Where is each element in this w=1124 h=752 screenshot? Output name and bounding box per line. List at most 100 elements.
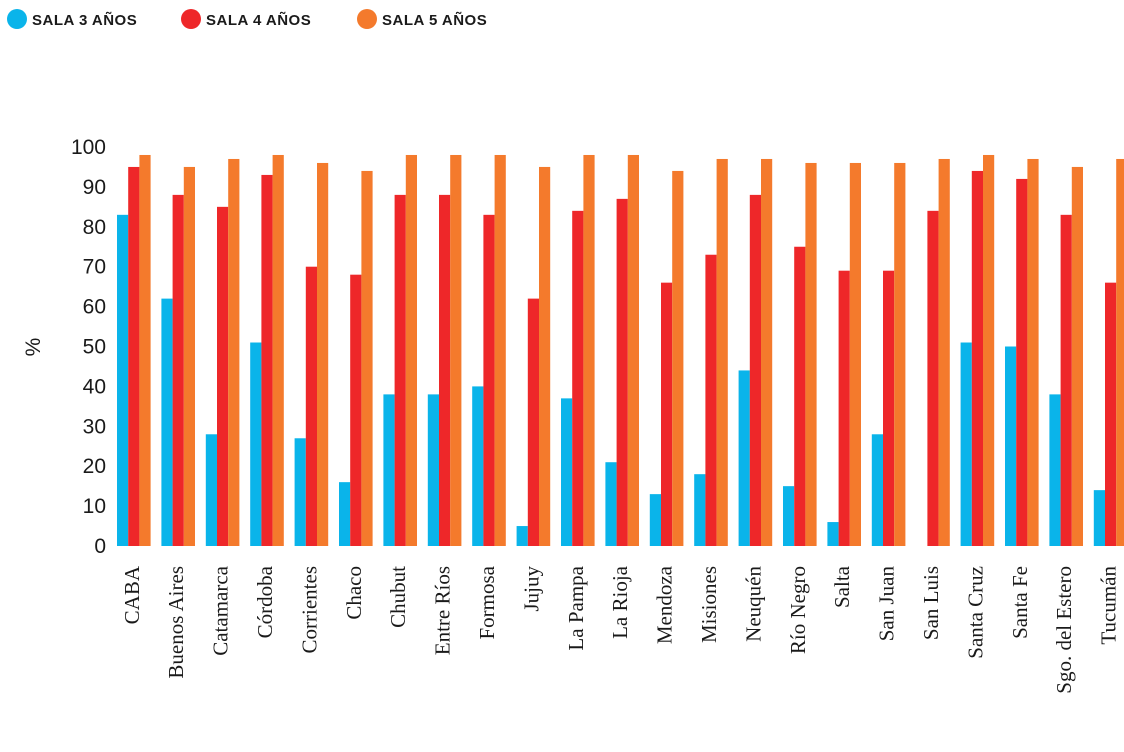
bar xyxy=(794,246,806,546)
bar xyxy=(1071,166,1083,546)
bar xyxy=(849,162,861,546)
bar xyxy=(960,342,972,546)
x-tick-label: Misiones xyxy=(697,566,721,643)
bar xyxy=(339,482,351,546)
bar xyxy=(317,162,329,546)
bar xyxy=(350,274,362,546)
bar xyxy=(694,474,706,546)
y-tick-label: 0 xyxy=(94,535,106,558)
y-tick-label: 80 xyxy=(83,216,106,239)
bar xyxy=(783,486,795,546)
bar xyxy=(161,298,173,546)
bar xyxy=(117,214,129,546)
legend-swatch xyxy=(7,9,27,29)
bar xyxy=(805,162,817,546)
x-tick-label: Catamarca xyxy=(209,565,233,655)
bar xyxy=(494,154,506,547)
x-tick-label: Santa Cruz xyxy=(963,566,987,659)
x-tick-label: Neuquén xyxy=(741,566,765,642)
x-tick-label: La Rioja xyxy=(608,565,632,639)
bar xyxy=(883,270,895,546)
bar xyxy=(1093,490,1105,546)
legend: SALA 3 AÑOS SALA 4 AÑOS SALA 5 AÑOS xyxy=(7,9,487,29)
y-axis-ticks: 0 10 20 30 40 50 60 70 80 90 100 xyxy=(71,136,106,558)
y-tick-label: 40 xyxy=(83,375,106,398)
bar xyxy=(616,198,628,546)
bar xyxy=(305,266,317,546)
bar xyxy=(583,154,595,547)
bar xyxy=(294,438,306,546)
bar xyxy=(272,154,284,547)
bar xyxy=(1060,214,1072,546)
bar xyxy=(649,494,661,546)
bar xyxy=(572,210,584,546)
x-tick-label: Salta xyxy=(830,565,854,608)
legend-label: SALA 5 AÑOS xyxy=(382,11,487,29)
x-tick-label: Entre Ríos xyxy=(431,566,455,655)
bar xyxy=(183,166,195,546)
bar xyxy=(394,194,406,546)
x-tick-label: Corrientes xyxy=(297,566,321,653)
y-axis-label: % xyxy=(22,338,45,357)
bar xyxy=(1016,178,1028,547)
y-tick-label: 30 xyxy=(83,415,106,438)
legend-label: SALA 4 AÑOS xyxy=(206,11,311,29)
x-tick-label: Santa Fe xyxy=(1008,566,1032,639)
bar xyxy=(205,434,217,546)
bar xyxy=(1116,158,1124,546)
bar xyxy=(983,154,995,547)
bar xyxy=(217,206,229,546)
x-tick-label: San Luis xyxy=(919,566,943,640)
bar xyxy=(661,282,673,546)
x-tick-label: Buenos Aires xyxy=(164,566,188,679)
x-tick-label: Chubut xyxy=(386,566,410,628)
bar xyxy=(838,270,850,546)
y-tick-label: 90 xyxy=(83,176,106,199)
bar xyxy=(539,166,551,546)
x-tick-label: Chaco xyxy=(342,566,366,620)
bar xyxy=(361,170,373,546)
bar xyxy=(716,158,728,546)
y-tick-label: 10 xyxy=(83,495,106,518)
bar xyxy=(938,158,950,546)
y-tick-label: 20 xyxy=(83,455,106,478)
bar xyxy=(971,170,983,546)
x-axis-ticks: CABA Buenos Aires Catamarca Córdoba Corrient… xyxy=(120,565,1121,694)
bar xyxy=(705,254,717,547)
y-tick-label: 70 xyxy=(83,256,106,279)
y-tick-label: 60 xyxy=(83,296,106,319)
legend-swatch xyxy=(181,9,201,29)
bar xyxy=(527,298,539,546)
bar xyxy=(1005,346,1017,546)
bar xyxy=(761,158,773,546)
bar xyxy=(483,214,495,546)
bar xyxy=(450,154,462,547)
bar xyxy=(439,194,451,546)
bar xyxy=(894,162,906,546)
bar xyxy=(472,386,484,546)
bar xyxy=(605,462,617,546)
bar xyxy=(427,394,439,546)
bar xyxy=(738,370,750,546)
bar xyxy=(1027,158,1039,546)
x-tick-label: Mendoza xyxy=(653,565,677,644)
x-tick-label: Sgo. del Estero xyxy=(1052,566,1076,694)
y-tick-label: 100 xyxy=(71,136,106,159)
bar xyxy=(1105,282,1117,546)
bar xyxy=(128,166,140,546)
x-tick-label: Tucumán xyxy=(1097,566,1121,645)
bar xyxy=(228,158,240,546)
bar xyxy=(405,154,417,547)
x-tick-label: Formosa xyxy=(475,565,499,639)
bar xyxy=(383,394,395,546)
bar xyxy=(871,434,883,546)
x-tick-label: Jujuy xyxy=(519,566,543,612)
bar xyxy=(1049,394,1061,546)
bar xyxy=(516,526,528,546)
bar xyxy=(250,342,262,546)
x-tick-label: Córdoba xyxy=(253,565,277,638)
bar xyxy=(561,398,573,546)
y-tick-label: 50 xyxy=(83,336,106,359)
bar xyxy=(139,154,151,547)
